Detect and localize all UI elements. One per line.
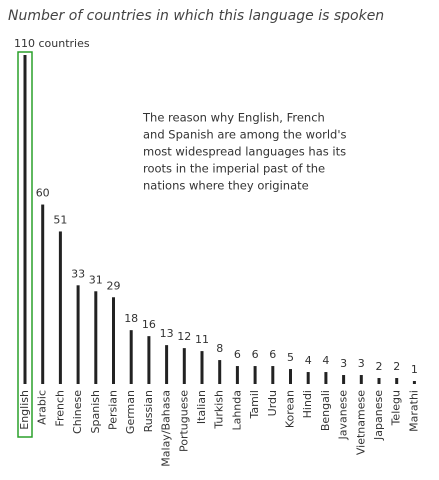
x-tick-label: Bengali (319, 390, 332, 431)
value-label: 6 (234, 348, 241, 361)
x-tick-label: Persian (107, 390, 120, 430)
x-tick-label: English (18, 390, 31, 430)
value-label: 12 (177, 330, 191, 343)
value-label: 3 (358, 357, 365, 370)
bar (289, 369, 292, 384)
x-tick-label: Spanish (89, 390, 102, 433)
bar (359, 375, 363, 384)
x-tick-label: Italian (195, 390, 208, 424)
x-tick-label: Urdu (266, 390, 279, 416)
value-label: 11 (195, 333, 209, 346)
x-tick-label: Arabic (36, 390, 49, 425)
bar (129, 330, 133, 384)
x-tick-label: Lahnda (230, 390, 243, 431)
bar (395, 378, 399, 384)
value-label: 6 (252, 348, 259, 361)
x-tick-label: Hindi (301, 390, 314, 418)
value-label: 13 (160, 327, 174, 340)
annotation: and Spanish are among the world's (143, 128, 347, 142)
bar (41, 204, 45, 384)
value-label: 6 (269, 348, 276, 361)
value-label: 2 (376, 360, 383, 373)
value-label: 60 (36, 187, 50, 200)
x-tick-label: Javanese (337, 390, 350, 441)
annotation: nations where they originate (143, 179, 309, 193)
annotation: most widespread languages has its (143, 145, 346, 159)
value-label: 3 (340, 357, 347, 370)
bar (76, 285, 80, 384)
value-label: 8 (216, 342, 223, 355)
x-tick-label: Marathi (407, 390, 420, 432)
value-label: 31 (89, 273, 103, 286)
bar (271, 366, 275, 384)
value-label: 2 (393, 360, 400, 373)
bar (58, 231, 62, 384)
value-label: 51 (53, 213, 67, 226)
highlight-box (17, 51, 33, 438)
bar (182, 348, 186, 384)
bar (235, 366, 239, 384)
chart-title: Number of countries in which this langua… (8, 8, 384, 24)
value-label: 33 (71, 267, 85, 280)
x-tick-label: Malay/Bahasa (160, 390, 173, 467)
value-label: 5 (287, 351, 294, 364)
bar (165, 345, 169, 384)
value-label: 110 countries (14, 37, 90, 50)
value-label: 29 (107, 279, 121, 292)
bar (200, 351, 204, 384)
bar (23, 55, 27, 384)
x-tick-label: Japanese (372, 390, 385, 441)
x-tick-label: Chinese (71, 390, 84, 434)
annotation: roots in the imperial past of the (143, 162, 325, 176)
x-tick-label: Telegu (390, 390, 403, 426)
bar (112, 297, 115, 384)
x-tick-label: Tamil (248, 390, 261, 419)
value-label: 16 (142, 318, 156, 331)
x-tick-label: French (53, 390, 66, 427)
x-tick-label: Portuguese (177, 390, 190, 452)
value-label: 4 (305, 354, 312, 367)
annotation: The reason why English, French (142, 111, 325, 125)
bar (218, 360, 222, 384)
x-tick-label: Korean (284, 390, 297, 428)
x-tick-label: Turkish (213, 390, 226, 430)
bar (306, 372, 310, 384)
bar (324, 372, 328, 384)
bar (147, 336, 151, 384)
value-label: 4 (322, 354, 329, 367)
x-tick-label: German (124, 390, 137, 434)
x-tick-label: Vietnamese (354, 390, 367, 455)
bar (342, 375, 346, 384)
bar (377, 378, 381, 384)
x-tick-label: Russian (142, 390, 155, 432)
bar (94, 291, 98, 384)
bar (253, 366, 257, 384)
value-label: 1 (411, 363, 418, 376)
bar (412, 381, 416, 384)
value-label: 18 (124, 312, 138, 325)
